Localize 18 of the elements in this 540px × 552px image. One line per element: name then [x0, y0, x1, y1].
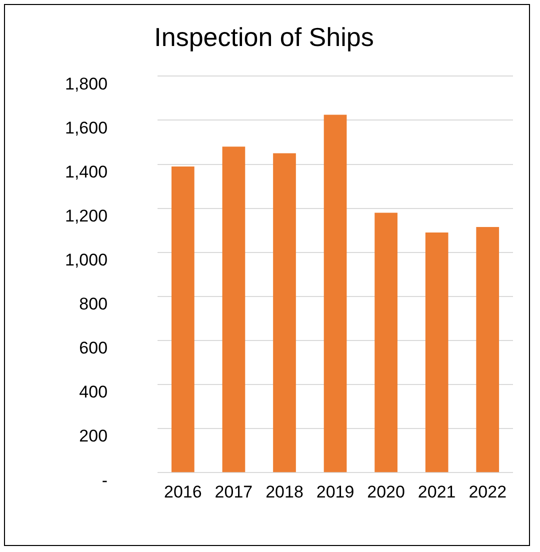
text: 1,600: [64, 118, 108, 138]
y-tick-label: 800: [79, 294, 108, 314]
x-tick-label: 2017: [214, 482, 253, 502]
text: 1,800: [64, 74, 108, 94]
y-tick-label: 400: [79, 382, 108, 402]
x-tick-label: 2018: [266, 482, 304, 502]
chart-title: Inspection of Ships: [154, 22, 374, 52]
y-tick-label: 200: [79, 426, 108, 446]
y-tick-label: -: [102, 470, 108, 490]
x-tick-label: 2021: [418, 482, 456, 502]
text: 1,200: [64, 206, 108, 226]
x-tick-label: 2019: [316, 482, 354, 502]
x-tick-label: 2016: [164, 482, 202, 502]
y-tick-label: 600: [79, 338, 108, 358]
x-tick-label: 2020: [367, 482, 405, 502]
text: 1,000: [64, 250, 108, 270]
text: 1,400: [64, 162, 108, 182]
x-tick-label: 2022: [468, 482, 507, 502]
